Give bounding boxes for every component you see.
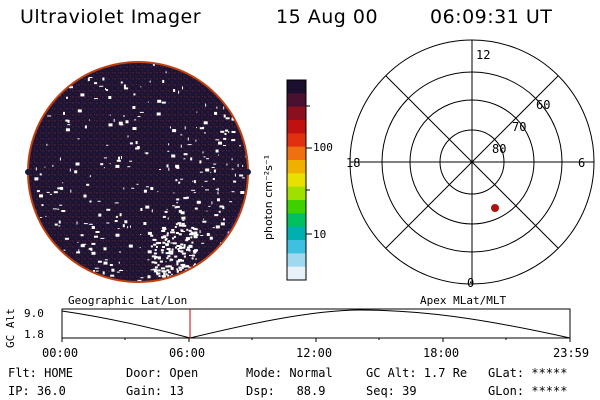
timeline-tick-0000: 00:00	[42, 346, 79, 360]
status-dsp: Dsp: 88.9	[246, 384, 326, 398]
colorbar-segment	[287, 240, 306, 254]
colorbar-segment	[287, 80, 306, 94]
timeline-tick-2359: 23:59	[553, 346, 590, 360]
polar-ring-70: 70	[512, 120, 527, 134]
timeline-y-top: 9.0	[24, 307, 44, 320]
date-label: 15 Aug 00	[276, 6, 379, 28]
polar-ring-60: 60	[536, 98, 551, 112]
colorbar-segment	[287, 146, 306, 161]
colorbar-segment	[287, 266, 306, 281]
colorbar-segment	[287, 186, 306, 201]
polar-label-top: 12	[476, 48, 491, 62]
colorbar-segment	[287, 106, 306, 121]
colorbar-segment	[287, 133, 306, 148]
polar-label-right: 6	[578, 156, 586, 170]
colorbar-segment	[287, 213, 306, 228]
timeline-tick-1800: 18:00	[423, 346, 460, 360]
timeline-y-bottom: 1.8	[24, 328, 44, 341]
polar-ring-80: 80	[492, 142, 507, 156]
colorbar-tick-10: 10	[313, 228, 327, 241]
status-glon: GLon: *****	[488, 384, 568, 398]
colorbar-segment	[287, 160, 306, 174]
status-seq: Seq: 39	[366, 384, 417, 398]
colorbar-segment	[287, 200, 306, 214]
timeline-tick-1200: 12:00	[296, 346, 333, 360]
time-label: 06:09:31 UT	[430, 6, 553, 28]
status-glat: GLat: *****	[488, 366, 568, 380]
polar-label-left: 18	[346, 156, 361, 170]
polar-label-bottom: 0	[467, 276, 475, 290]
colorbar-tick-100: 100	[313, 141, 333, 154]
status-gain: Gain: 13	[126, 384, 184, 398]
satellite-position-marker	[491, 204, 499, 212]
status-door: Door: Open	[126, 366, 199, 380]
status-ip: IP: 36.0	[8, 384, 66, 398]
timeline-tick-0600: 06:00	[169, 346, 206, 360]
status-gc-alt: GC Alt: 1.7 Re	[366, 366, 468, 380]
colorbar-segment	[287, 226, 306, 241]
timeline-left-title: Geographic Lat/Lon	[68, 294, 188, 307]
status-mode: Mode: Normal	[246, 366, 333, 380]
instrument-title: Ultraviolet Imager	[20, 6, 202, 28]
colorbar-segment	[287, 93, 306, 108]
colorbar-segment	[287, 120, 306, 134]
timeline-right-title: Apex MLat/MLT	[420, 294, 507, 307]
colorbar-segment	[287, 173, 306, 188]
status-flt: Flt: HOME	[8, 366, 74, 380]
colorbar-segment	[287, 253, 306, 268]
